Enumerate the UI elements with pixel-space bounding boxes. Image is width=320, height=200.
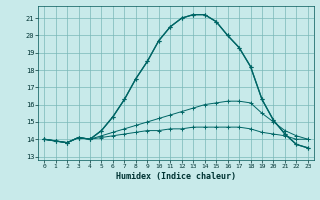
X-axis label: Humidex (Indice chaleur): Humidex (Indice chaleur): [116, 172, 236, 181]
